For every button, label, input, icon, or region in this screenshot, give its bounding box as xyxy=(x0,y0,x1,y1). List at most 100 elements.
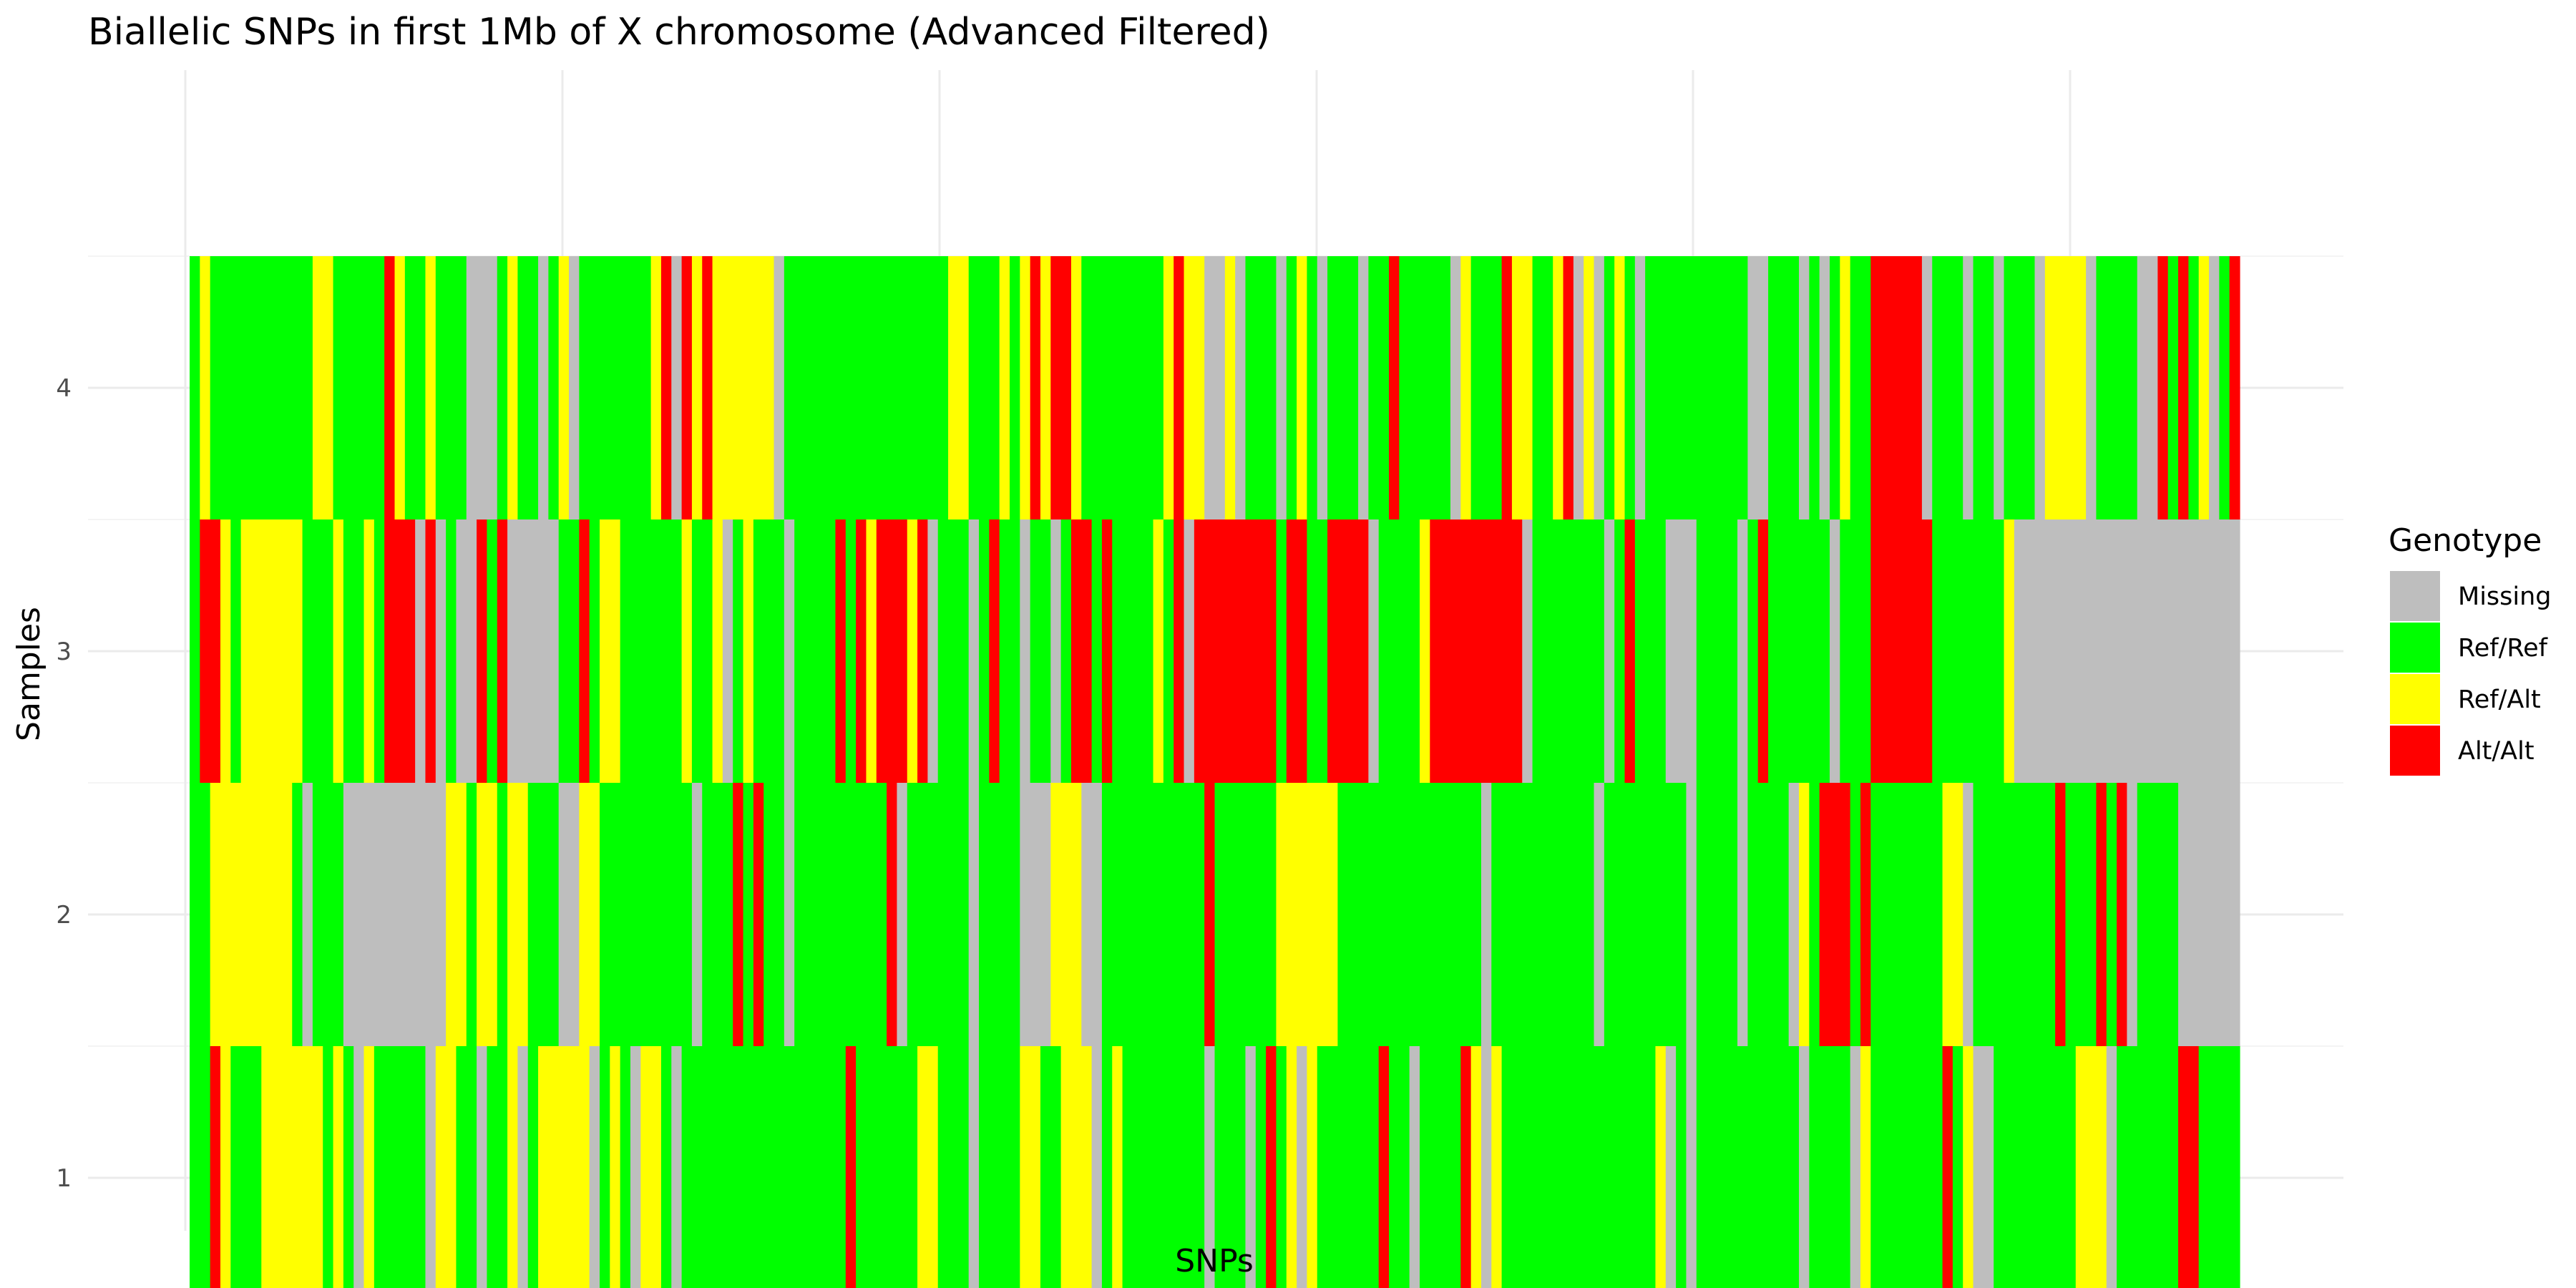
heatmap-cell xyxy=(1573,519,1584,783)
heatmap-cell xyxy=(343,256,354,519)
heatmap-cell xyxy=(825,1046,836,1288)
heatmap-cell xyxy=(671,519,683,783)
heatmap-cell xyxy=(1860,256,1871,519)
heatmap-cell xyxy=(404,1046,416,1288)
heatmap-cell xyxy=(2044,1046,2056,1288)
heatmap-cell xyxy=(1153,1046,1164,1288)
heatmap-cell xyxy=(1942,1046,1953,1288)
heatmap-cell xyxy=(250,1046,262,1288)
heatmap-cell xyxy=(200,519,211,783)
heatmap-cell xyxy=(1132,783,1143,1046)
heatmap-cell xyxy=(1389,256,1400,519)
heatmap-cell xyxy=(1081,783,1093,1046)
heatmap-cell xyxy=(1163,783,1174,1046)
heatmap-cell xyxy=(1368,519,1380,783)
heatmap-cell xyxy=(538,519,549,783)
heatmap-cell xyxy=(323,256,334,519)
heatmap-cell xyxy=(1727,1046,1738,1288)
heatmap-cell xyxy=(446,1046,457,1288)
heatmap-cell xyxy=(2137,519,2148,783)
heatmap-cell xyxy=(569,1046,580,1288)
heatmap-cell xyxy=(200,783,211,1046)
heatmap-cell xyxy=(2147,519,2158,783)
heatmap-cells xyxy=(190,256,2240,1288)
heatmap-cell xyxy=(1040,519,1051,783)
heatmap-cell xyxy=(302,783,313,1046)
heatmap-cell xyxy=(1255,1046,1267,1288)
heatmap-cell xyxy=(1010,1046,1020,1288)
heatmap-cell xyxy=(640,256,652,519)
heatmap-cell xyxy=(1347,519,1359,783)
heatmap-cell xyxy=(794,783,806,1046)
heatmap-cell xyxy=(2024,783,2036,1046)
heatmap-cell xyxy=(1030,783,1041,1046)
heatmap-cell xyxy=(1737,519,1748,783)
heatmap-cell xyxy=(1532,1046,1543,1288)
heatmap-cell xyxy=(1901,1046,1913,1288)
heatmap-cell xyxy=(507,783,518,1046)
heatmap-cell xyxy=(1440,1046,1451,1288)
heatmap-cell xyxy=(610,519,621,783)
heatmap-cell xyxy=(917,256,928,519)
heatmap-cell xyxy=(271,783,283,1046)
heatmap-cell xyxy=(1778,519,1790,783)
heatmap-cell xyxy=(1337,783,1349,1046)
heatmap-cell xyxy=(1860,519,1871,783)
heatmap-cell xyxy=(1901,519,1913,783)
heatmap-cell xyxy=(220,1046,231,1288)
heatmap-cell xyxy=(240,256,252,519)
heatmap-cell xyxy=(1153,783,1164,1046)
heatmap-cell xyxy=(845,519,857,783)
heatmap-cell xyxy=(364,519,375,783)
heatmap-cell xyxy=(2167,783,2179,1046)
heatmap-cell xyxy=(1317,1046,1328,1288)
heatmap-cell xyxy=(1594,519,1605,783)
heatmap-cell xyxy=(2219,783,2230,1046)
heatmap-cell xyxy=(681,256,693,519)
heatmap-cell xyxy=(1399,519,1410,783)
heatmap-cell xyxy=(404,783,416,1046)
heatmap-cell xyxy=(1214,1046,1226,1288)
heatmap-cell xyxy=(610,1046,621,1288)
heatmap-cell xyxy=(477,519,488,783)
heatmap-cell xyxy=(323,1046,334,1288)
heatmap-cell xyxy=(1491,519,1503,783)
heatmap-cell xyxy=(1112,1046,1123,1288)
heatmap-cell xyxy=(261,519,273,783)
heatmap-cell xyxy=(1952,256,1963,519)
heatmap-cell xyxy=(2044,783,2056,1046)
heatmap-cell xyxy=(948,256,959,519)
heatmap-cell xyxy=(1727,783,1738,1046)
heatmap-cell xyxy=(1184,1046,1195,1288)
heatmap-cell xyxy=(1286,783,1297,1046)
heatmap-cell xyxy=(1245,1046,1257,1288)
heatmap-cell xyxy=(948,783,959,1046)
heatmap-cell xyxy=(927,783,939,1046)
heatmap-cell xyxy=(825,256,836,519)
heatmap-cell xyxy=(353,1046,365,1288)
heatmap-cell xyxy=(1983,256,1994,519)
heatmap-cell xyxy=(681,519,693,783)
heatmap-cell xyxy=(784,519,795,783)
heatmap-cell xyxy=(1584,1046,1595,1288)
legend-label: Ref/Alt xyxy=(2458,686,2541,714)
heatmap-cell xyxy=(1840,783,1851,1046)
heatmap-cell xyxy=(1347,1046,1359,1288)
heatmap-cell xyxy=(1122,256,1133,519)
heatmap-cell xyxy=(353,783,365,1046)
heatmap-cell xyxy=(1727,256,1738,519)
heatmap-cell xyxy=(456,1046,467,1288)
heatmap-cell xyxy=(1235,1046,1246,1288)
heatmap-cell xyxy=(907,256,918,519)
heatmap-cell xyxy=(2014,519,2025,783)
legend-label: Ref/Ref xyxy=(2458,634,2548,663)
heatmap-cell xyxy=(1450,1046,1461,1288)
heatmap-cell xyxy=(589,519,600,783)
heatmap-cell xyxy=(753,519,764,783)
heatmap-cell xyxy=(2209,783,2220,1046)
legend-label: Missing xyxy=(2458,582,2552,611)
heatmap-cell xyxy=(507,256,518,519)
heatmap-cell xyxy=(1143,256,1154,519)
heatmap-cell xyxy=(1204,519,1216,783)
heatmap-cell xyxy=(2157,783,2169,1046)
